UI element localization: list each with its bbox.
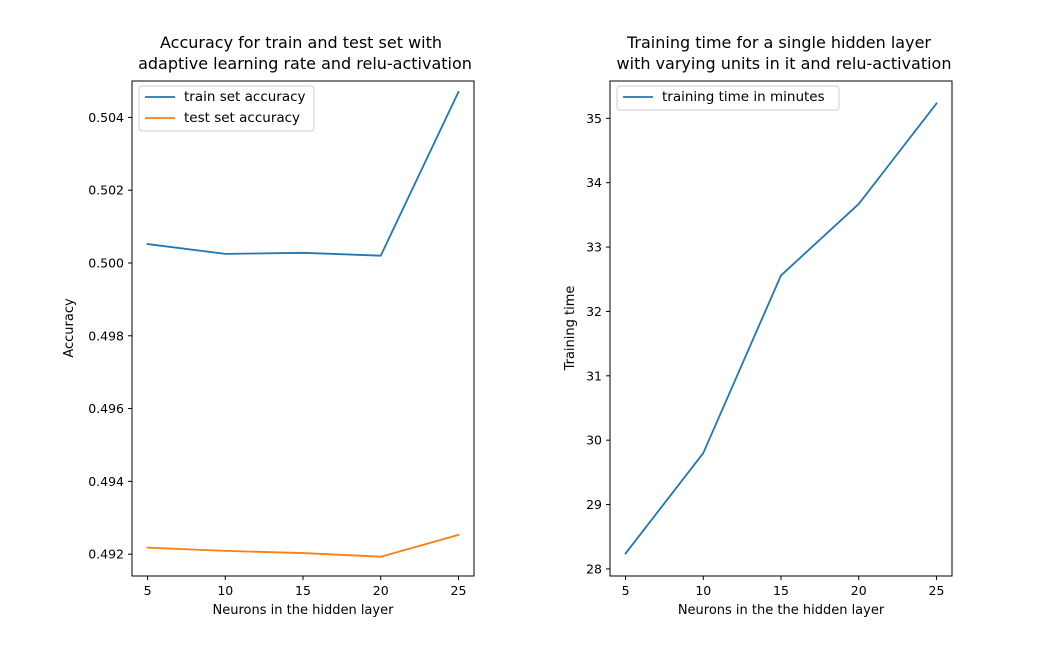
training-time-chart-plot-area: 5 10 15 20 25 28 29 30 31 32 33 34 35 [586,102,945,598]
training-time-chart-title-line-1: Training time for a single hidden layer [626,33,931,52]
training-time-chart-y-axis-label: Training time [563,286,578,372]
series-line-train-set-accuracy [146,90,460,257]
x-tick-label: 15 [295,583,311,598]
legend-entry-test-set-accuracy: test set accuracy [184,110,300,126]
legend-entry-train-set-accuracy: train set accuracy [184,89,306,105]
accuracy-chart-plot-area: 5 10 15 20 25 0.492 0.494 0.496 0.498 0.500 0.502 0… [88,90,467,598]
y-tick-label: 29 [586,497,602,512]
y-tick-label: 35 [586,111,602,126]
accuracy-chart-x-axis-label: Neurons in the hidden layer [213,603,395,618]
training-time-chart: Training time for a single hidden layer … [563,33,953,618]
x-tick-label: 10 [695,583,711,598]
y-tick-label: 0.496 [88,401,124,416]
accuracy-chart-title-line-2: adaptive learning rate and relu-activati… [138,54,472,73]
x-tick-label: 5 [622,583,630,598]
y-tick-label: 0.492 [88,547,124,562]
y-tick-label: 33 [586,240,602,255]
training-time-chart-frame [609,80,953,577]
y-tick-label: 30 [586,433,602,448]
training-time-chart-legend-box [616,85,840,111]
series-line-training-time-in-minutes [624,102,938,555]
training-time-chart-title-line-2: with varying units in it and relu-activa… [617,54,952,73]
accuracy-chart-legend: train set accuracy test set accuracy [138,85,315,132]
x-tick-label: 25 [451,583,467,598]
y-tick-label: 0.502 [88,183,124,198]
training-time-chart-x-axis-label: Neurons in the the hidden layer [678,603,885,618]
x-tick-label: 15 [773,583,789,598]
y-tick-label: 34 [586,175,602,190]
accuracy-chart-y-axis-label: Accuracy [62,298,77,358]
y-tick-label: 28 [586,561,602,576]
y-tick-label: 32 [586,304,602,319]
x-tick-label: 10 [217,583,233,598]
y-tick-label: 31 [586,368,602,383]
legend-entry-training-time-in-minutes: training time in minutes [662,89,825,105]
training-time-chart-legend: training time in minutes [616,85,840,111]
y-tick-label: 0.494 [88,474,124,489]
x-tick-label: 5 [144,583,152,598]
y-tick-label: 0.500 [88,255,124,270]
x-tick-label: 25 [929,583,945,598]
accuracy-chart-title-line-1: Accuracy for train and test set with [160,33,442,52]
x-tick-label: 20 [851,583,867,598]
y-tick-label: 0.498 [88,328,124,343]
y-tick-label: 0.504 [88,110,124,125]
series-line-test-set-accuracy [146,533,460,558]
x-tick-label: 20 [373,583,389,598]
accuracy-chart-frame [131,80,475,577]
accuracy-chart: Accuracy for train and test set with ada… [62,33,475,618]
accuracy-chart-legend-box [138,85,315,132]
